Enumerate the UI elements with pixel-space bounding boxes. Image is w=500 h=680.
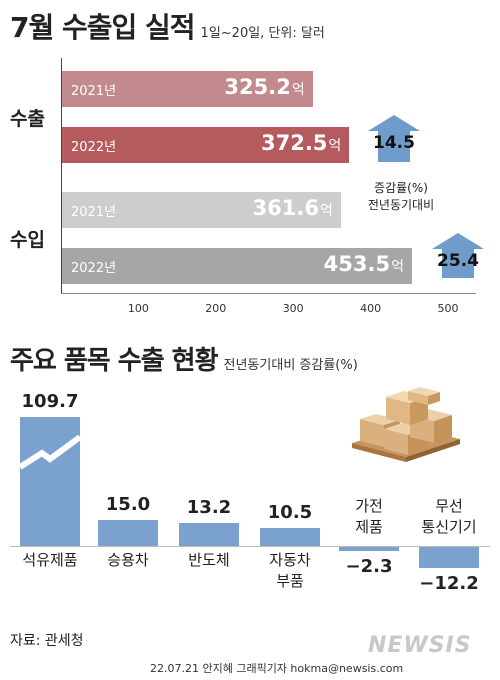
subtitle-text: 주요 품목 수출 현황: [10, 346, 219, 376]
bar-year-label: 2022년: [71, 140, 117, 155]
item-category-line: 무선: [435, 497, 463, 515]
section-title: 주요 품목 수출 현황 전년동기대비 증감률(%): [10, 340, 358, 377]
bar-unit-label: 억: [328, 138, 342, 154]
item-bar: [339, 547, 399, 551]
increase-arrow-icon: [432, 233, 484, 278]
h-baseline: [61, 293, 476, 294]
item-category-label: 석유제품: [6, 550, 94, 571]
trade-bar: 2021년 361.6억: [61, 192, 341, 228]
item-category-line: 통신기기: [421, 518, 477, 536]
x-tick-label: 400: [360, 302, 382, 315]
item-value-label: −2.3: [345, 555, 393, 577]
bar-value-label: 325.2억: [224, 75, 305, 99]
item-category-label: 반도체: [165, 550, 253, 571]
credit-line: 22.07.21 안지혜 그래픽기자 hokma@newsis.com: [150, 662, 404, 675]
x-tick-label: 300: [282, 302, 304, 315]
bar-year-label: 2021년: [71, 84, 117, 99]
trade-bar: 2022년 453.5억: [61, 248, 412, 284]
bar-unit-label: 억: [319, 203, 333, 219]
bar-value-label: 361.6억: [252, 196, 333, 220]
item-category-line: 반도체: [188, 551, 230, 569]
item-value-label: 15.0: [105, 494, 151, 515]
subtitle-note: 전년동기대비 증감률(%): [223, 358, 358, 373]
x-tick-label: 200: [205, 302, 227, 315]
item-bar: [419, 547, 479, 569]
item-value-label: 13.2: [186, 497, 232, 519]
group-label: 수입: [10, 229, 45, 251]
rate-caption: 증감률(%) 전년동기대비: [346, 180, 456, 214]
item-category-line: 제품: [355, 518, 383, 536]
bar-unit-label: 억: [391, 259, 404, 275]
trade-chart: 수출 2021년 325.2억 2022년 372.5억 수입 2021년 361.6억 202…: [0, 0, 500, 330]
item-category-line: 부품: [276, 572, 304, 590]
rate-caption-line2: 전년동기대비: [367, 198, 435, 212]
item-bar: [98, 520, 158, 546]
v-baseline: [10, 546, 490, 547]
item-bar: [20, 417, 80, 546]
item-category-line: 승용차: [107, 551, 149, 569]
source-note: 자료: 관세청: [10, 633, 84, 649]
item-value-label: 109.7: [21, 391, 79, 412]
item-category-line: 석유제품: [22, 551, 78, 569]
item-value-label: −12.2: [419, 573, 479, 595]
bar-year-label: 2021년: [71, 205, 117, 220]
change-rate-label: 14.5: [373, 133, 415, 153]
bar-unit-label: 억: [291, 82, 305, 98]
change-rate-label: 25.4: [437, 251, 479, 271]
x-tick-label: 100: [127, 302, 149, 315]
axis-break-icon: [20, 435, 80, 470]
x-tick-label: 500: [437, 302, 459, 315]
rate-caption-line1: 증감률(%): [374, 181, 428, 195]
group-label: 수출: [10, 108, 45, 130]
newsis-logo: NEWSIS: [368, 633, 472, 658]
page-title: 7월 수출입 실적 1일~20일, 단위: 달러: [10, 6, 325, 46]
bar-value-label: 453.5억: [323, 252, 404, 276]
title-note: 1일~20일, 단위: 달러: [200, 26, 325, 41]
item-category-line: 자동차: [269, 551, 311, 569]
trade-bar: 2022년 372.5억: [61, 127, 350, 163]
bar-year-label: 2022년: [71, 261, 117, 276]
bar-value-label: 372.5억: [260, 131, 342, 155]
item-bar: [260, 527, 320, 546]
item-bar: [179, 523, 239, 546]
trade-bar: 2021년 325.2억: [61, 71, 313, 107]
boxes-illustration: [352, 387, 460, 462]
title-text: 7월 수출입 실적: [10, 11, 196, 44]
h-axis-line: [61, 58, 62, 294]
increase-arrow-icon: [368, 115, 420, 162]
item-category-line: 가전: [355, 497, 383, 515]
item-value-label: 10.5: [267, 501, 313, 523]
item-category-label: 승용차: [84, 550, 172, 571]
